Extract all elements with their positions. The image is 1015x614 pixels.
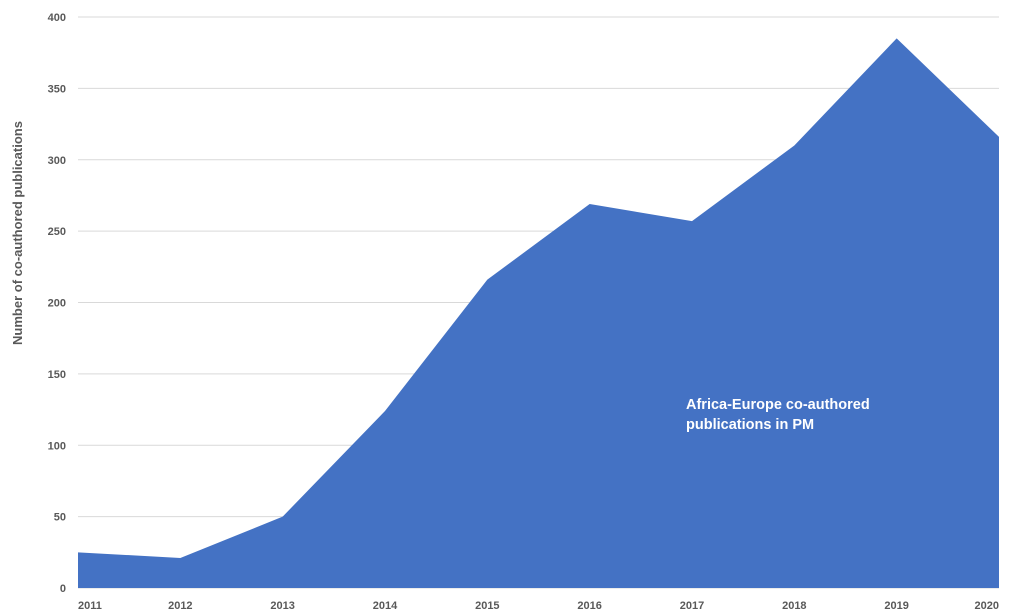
x-tick-label: 2011 <box>78 600 102 612</box>
series-area <box>78 38 999 589</box>
x-tick-label: 2015 <box>475 600 499 612</box>
series-annotation-line-1: Africa-Europe co-authored <box>686 397 870 413</box>
x-tick-label: 2014 <box>373 600 398 612</box>
x-tick-label: 2017 <box>680 600 704 612</box>
y-tick-label: 400 <box>48 12 66 24</box>
y-tick-label: 100 <box>48 440 66 452</box>
series-annotation-line-2: publications in PM <box>686 417 814 433</box>
y-axis-title: Number of co-authored publications <box>10 121 25 345</box>
y-tick-label: 200 <box>48 298 66 310</box>
x-tick-label: 2013 <box>270 600 294 612</box>
x-tick-label: 2016 <box>577 600 601 612</box>
x-tick-label: 2018 <box>782 600 806 612</box>
y-tick-label: 300 <box>48 155 66 167</box>
x-tick-label: 2020 <box>975 600 999 612</box>
y-tick-label: 50 <box>54 512 66 524</box>
y-tick-label: 350 <box>48 83 66 95</box>
x-tick-label: 2019 <box>884 600 908 612</box>
y-tick-label: 0 <box>60 583 66 595</box>
plot-area <box>78 38 999 589</box>
x-axis-ticks: 2011 2012 2013 2014 2015 2016 2017 2018 2019 2020 <box>78 600 999 612</box>
y-axis-ticks: 0 50 100 150 200 250 300 350 400 <box>48 12 66 595</box>
y-tick-label: 250 <box>48 226 66 238</box>
y-tick-label: 150 <box>48 369 66 381</box>
x-tick-label: 2012 <box>168 600 192 612</box>
